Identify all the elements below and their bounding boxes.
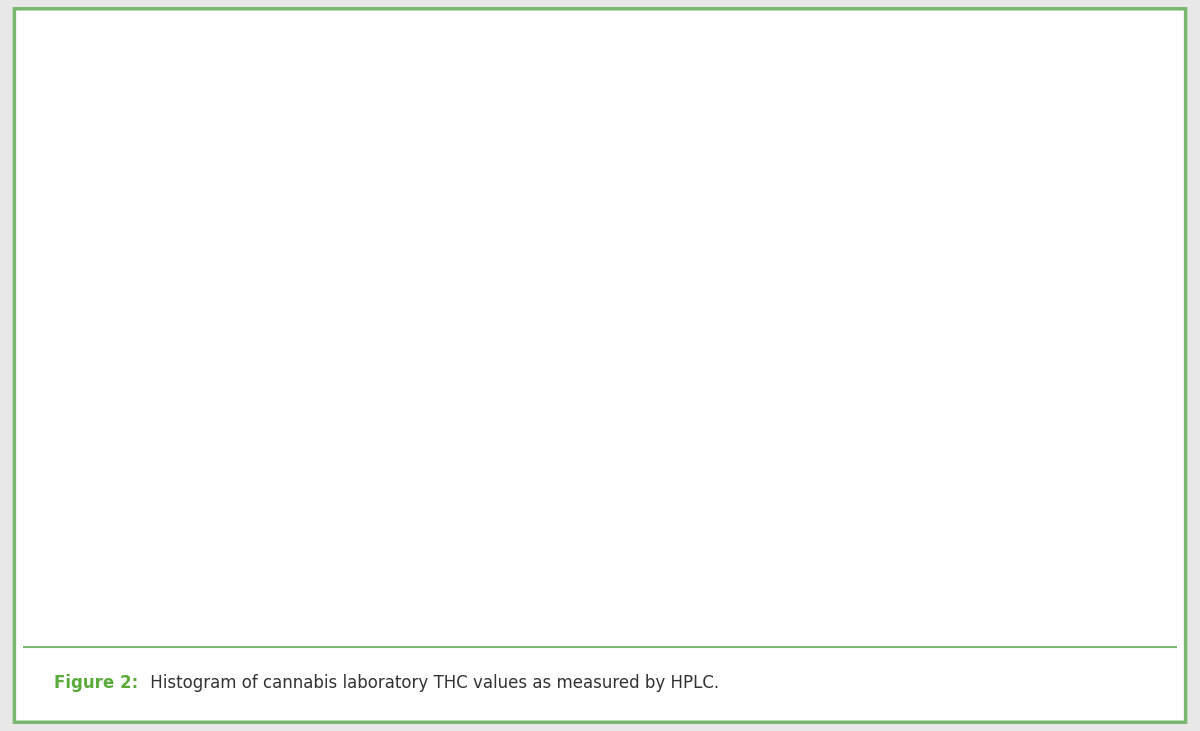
- Text: Lab Z: Lab Z: [642, 436, 702, 455]
- Text: Lab Y: Lab Y: [414, 221, 474, 240]
- Text: Figure 2:: Figure 2:: [54, 675, 138, 692]
- Text: Lab X: Lab X: [870, 436, 931, 455]
- Text: Lab W: Lab W: [356, 436, 425, 455]
- Bar: [840, 463, 888, 570]
- Bar: [612, 463, 660, 570]
- Bar: [384, 249, 432, 570]
- Bar: [554, 142, 604, 570]
- Bar: [156, 356, 204, 570]
- Y-axis label: Frequency: Frequency: [44, 287, 62, 393]
- Bar: [726, 356, 774, 570]
- Text: Histogram of cannabis laboratory THC values as measured by HPLC.: Histogram of cannabis laboratory THC val…: [145, 675, 719, 692]
- Bar: [212, 463, 262, 570]
- Bar: [326, 463, 376, 570]
- Title: Distillate THC Wt. % Frequencies HPLC: Distillate THC Wt. % Frequencies HPLC: [408, 72, 864, 91]
- X-axis label: THC weight % HPLC: THC weight % HPLC: [536, 667, 736, 684]
- Text: Lab V: Lab V: [186, 328, 247, 347]
- Bar: [1068, 463, 1116, 570]
- Bar: [440, 142, 490, 570]
